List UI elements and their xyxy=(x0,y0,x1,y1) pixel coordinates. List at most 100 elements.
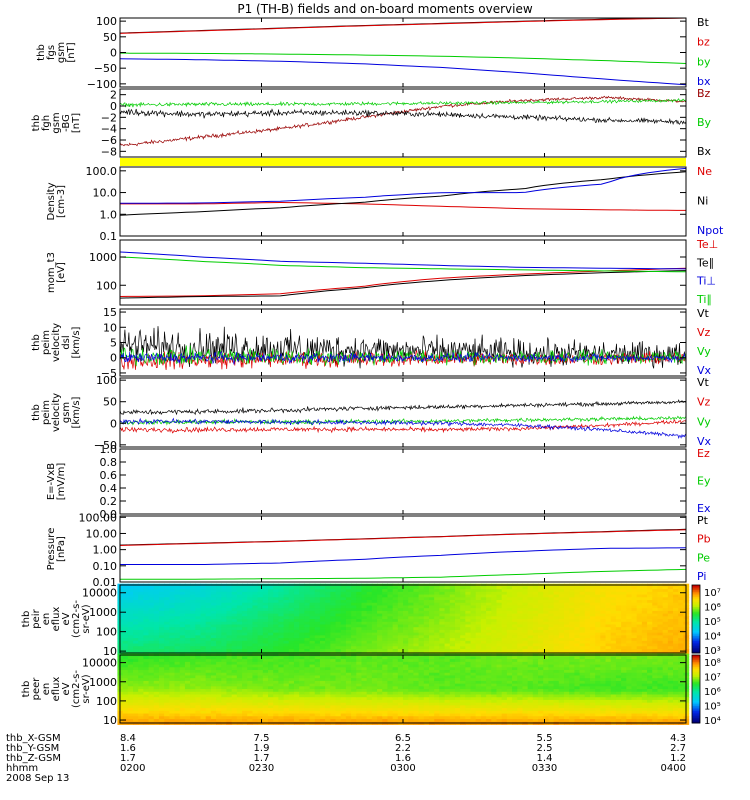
heatmap-cell xyxy=(428,699,435,704)
heatmap-cell xyxy=(268,610,274,615)
legend-entry: Te∥ xyxy=(696,256,714,269)
heatmap-cell xyxy=(657,640,664,645)
heatmap-cell xyxy=(589,646,596,650)
heatmap-cell xyxy=(361,621,368,625)
heatmap-cell xyxy=(387,616,394,620)
heatmap-cell xyxy=(231,718,238,723)
heatmap-cell xyxy=(133,705,139,709)
heatmap-cell xyxy=(480,605,487,609)
heatmap-cell xyxy=(673,605,679,609)
heatmap-cell xyxy=(470,627,477,631)
heatmap-cell xyxy=(564,635,570,639)
heatmap-cell xyxy=(200,621,207,625)
heatmap-cell xyxy=(595,638,601,642)
heatmap-cell xyxy=(221,713,228,717)
heatmap-cell xyxy=(257,591,264,596)
heatmap-cell xyxy=(252,699,259,704)
heatmap-cell xyxy=(454,608,461,612)
heatmap-cell xyxy=(548,619,555,623)
heatmap-cell xyxy=(439,591,446,596)
heatmap-cell xyxy=(361,608,368,612)
heatmap-cell xyxy=(439,680,446,685)
heatmap-cell xyxy=(454,591,461,596)
heatmap-cell xyxy=(340,624,347,628)
heatmap-cell xyxy=(454,646,461,650)
heatmap-cell xyxy=(418,705,425,709)
heatmap-cell xyxy=(257,705,264,709)
heatmap-cell xyxy=(678,638,684,642)
heatmap-cell xyxy=(231,624,238,628)
heatmap-cell xyxy=(454,699,461,704)
heatmap-cell xyxy=(652,638,659,642)
heatmap-cell xyxy=(345,602,352,606)
y-axis-label: thb fgs gsm [nT] xyxy=(36,42,77,63)
heatmap-cell xyxy=(595,648,601,653)
heatmap-cell xyxy=(293,600,300,604)
heatmap-cell xyxy=(454,675,461,679)
heatmap-cell xyxy=(345,624,352,628)
heatmap-cell xyxy=(517,632,524,636)
heatmap-cell xyxy=(330,672,337,676)
heatmap-cell xyxy=(262,646,269,650)
heatmap-cell xyxy=(480,613,487,617)
heatmap-cell xyxy=(605,621,612,625)
heatmap-cell xyxy=(512,600,518,604)
heatmap-cell xyxy=(408,608,414,612)
heatmap-cell xyxy=(127,664,134,668)
heatmap-cell xyxy=(252,710,259,715)
heatmap-cell xyxy=(595,627,601,631)
heatmap-cell xyxy=(127,702,134,706)
heatmap-cell xyxy=(205,670,212,674)
heatmap-cell xyxy=(418,638,425,642)
heatmap-cell xyxy=(449,713,456,717)
heatmap-cell xyxy=(356,619,363,623)
heatmap-cell xyxy=(293,610,300,615)
heatmap-cell xyxy=(262,702,269,706)
heatmap-cell xyxy=(314,710,321,715)
heatmap-cell xyxy=(403,610,409,615)
heatmap-cell xyxy=(371,686,378,690)
heatmap-cell xyxy=(574,600,581,604)
heatmap-cell xyxy=(216,713,222,717)
heatmap-cell xyxy=(273,675,279,679)
heatmap-cell xyxy=(361,600,368,604)
heatmap-cell xyxy=(205,605,212,609)
heatmap-cell xyxy=(148,689,155,693)
heatmap-cell xyxy=(564,629,570,634)
heatmap-cell xyxy=(470,638,477,642)
heatmap-cell xyxy=(444,602,451,606)
heatmap-cell xyxy=(387,643,394,647)
heatmap-cell xyxy=(216,680,222,685)
heatmap-cell xyxy=(127,713,134,717)
heatmap-cell xyxy=(371,597,378,601)
heatmap-cell xyxy=(512,646,518,650)
heatmap-cell xyxy=(605,643,612,647)
heatmap-cell xyxy=(252,694,259,698)
heatmap-cell xyxy=(133,716,139,720)
heatmap-cell xyxy=(522,619,529,623)
heatmap-cell xyxy=(205,589,212,593)
heatmap-cell xyxy=(200,713,207,717)
heatmap-cell xyxy=(174,627,181,631)
heatmap-cell xyxy=(325,646,331,650)
heatmap-cell xyxy=(309,718,316,723)
heatmap-cell xyxy=(621,629,627,634)
heatmap-cell xyxy=(236,705,243,709)
heatmap-cell xyxy=(278,699,285,704)
heatmap-cell xyxy=(262,640,269,645)
heatmap-cell xyxy=(662,600,669,604)
heatmap-cell xyxy=(522,594,529,598)
heatmap-cell xyxy=(408,705,414,709)
heatmap-cell xyxy=(273,594,279,598)
y-tick-label: −6 xyxy=(101,134,117,147)
heatmap-cell xyxy=(351,659,357,663)
heatmap-cell xyxy=(361,605,368,609)
heatmap-cell xyxy=(403,605,409,609)
heatmap-cell xyxy=(319,680,326,685)
y-axis-label: mom_t3 [eV] xyxy=(46,252,67,293)
heatmap-cell xyxy=(626,597,633,601)
heatmap-cell xyxy=(184,597,191,601)
heatmap-cell xyxy=(543,627,549,631)
heatmap-cell xyxy=(413,605,420,609)
heatmap-cell xyxy=(647,613,653,617)
